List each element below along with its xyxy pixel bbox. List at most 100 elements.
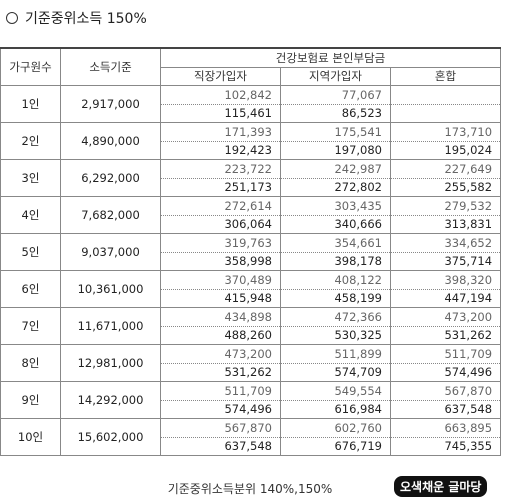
cell bbox=[389, 85, 502, 105]
cell: 9인 bbox=[0, 381, 61, 419]
cell: 313,831 bbox=[389, 215, 502, 234]
title: 기준중위소득 150% bbox=[6, 8, 147, 28]
cell: 272,802 bbox=[280, 178, 391, 197]
cell: 7인 bbox=[0, 307, 61, 345]
cell: 3인 bbox=[0, 159, 61, 197]
cell: 223,722 bbox=[160, 159, 281, 179]
cell: 319,763 bbox=[160, 233, 281, 253]
cell: 511,709 bbox=[160, 381, 281, 401]
cell: 6인 bbox=[0, 270, 61, 308]
cell: 2,917,000 bbox=[60, 85, 161, 123]
cell: 11,671,000 bbox=[60, 307, 161, 345]
row: 5인 9,037,000 319,763 354,661 334,652 bbox=[0, 233, 502, 271]
cell: 175,541 bbox=[280, 122, 391, 142]
row: 1인 2,917,000 102,842 77,067 bbox=[0, 85, 502, 123]
table: 가구원수 소득기준 건강보험료 본인부담금 직장가입자 지역가입자 혼합 1인 2,917… bbox=[0, 47, 502, 456]
cell: 415,948 bbox=[160, 289, 281, 308]
cell: 102,842 bbox=[160, 85, 281, 105]
cell: 9,037,000 bbox=[60, 233, 161, 271]
cell: 10인 bbox=[0, 418, 61, 456]
row: 251,173 272,802 255,582 bbox=[1, 178, 502, 197]
cell: 10,361,000 bbox=[60, 270, 161, 308]
title-text: 기준중위소득 150% bbox=[25, 11, 147, 27]
cell: 745,355 bbox=[389, 437, 502, 456]
cell: 4,890,000 bbox=[60, 122, 161, 160]
cell: 306,064 bbox=[160, 215, 281, 234]
cell: 473,200 bbox=[389, 307, 502, 327]
cell: 86,523 bbox=[280, 104, 391, 123]
cell: 1인 bbox=[0, 85, 61, 123]
cell: 549,554 bbox=[280, 381, 391, 401]
cell: 115,461 bbox=[160, 104, 281, 123]
cell: 375,714 bbox=[389, 252, 502, 271]
row: 7인 11,671,000 434,898 472,366 473,200 bbox=[0, 307, 502, 345]
cell: 637,548 bbox=[160, 437, 281, 456]
row: 306,064 340,666 313,831 bbox=[1, 215, 502, 234]
cell: 511,899 bbox=[280, 344, 391, 364]
header: 소득기준 bbox=[60, 47, 161, 86]
cell: 242,987 bbox=[280, 159, 391, 179]
cell: 197,080 bbox=[280, 141, 391, 160]
header: 건강보험료 본인부담금 bbox=[159, 47, 502, 68]
cell: 434,898 bbox=[160, 307, 281, 327]
cell: 4인 bbox=[0, 196, 61, 234]
row: 574,496 616,984 637,548 bbox=[1, 400, 502, 419]
cell: 488,260 bbox=[160, 326, 281, 345]
cell: 227,649 bbox=[389, 159, 502, 179]
cell: 616,984 bbox=[280, 400, 391, 419]
cell: 473,200 bbox=[160, 344, 281, 364]
header: 혼합 bbox=[389, 67, 502, 86]
cell: 279,532 bbox=[389, 196, 502, 216]
cell: 5인 bbox=[0, 233, 61, 271]
header: 가구원수 bbox=[0, 47, 61, 86]
cell: 255,582 bbox=[389, 178, 502, 197]
cell: 676,719 bbox=[280, 437, 391, 456]
header: 지역가입자 bbox=[280, 67, 391, 86]
cell: 531,262 bbox=[160, 363, 281, 382]
row: 9인 14,292,000 511,709 549,554 567,870 bbox=[0, 381, 502, 419]
watermark: 오색채운 글마당 bbox=[394, 476, 488, 497]
cell: 251,173 bbox=[160, 178, 281, 197]
cell: 602,760 bbox=[280, 418, 391, 438]
cell: 447,194 bbox=[389, 289, 502, 308]
cell: 12,981,000 bbox=[60, 344, 161, 382]
cell: 574,709 bbox=[280, 363, 391, 382]
cell: 334,652 bbox=[389, 233, 502, 253]
cell: 663,895 bbox=[389, 418, 502, 438]
row: 358,998 398,178 375,714 bbox=[1, 252, 502, 271]
cell: 458,199 bbox=[280, 289, 391, 308]
row: 531,262 574,709 574,496 bbox=[1, 363, 502, 382]
cell: 398,320 bbox=[389, 270, 502, 290]
cell: 358,998 bbox=[160, 252, 281, 271]
cell: 7,682,000 bbox=[60, 196, 161, 234]
cell: 567,870 bbox=[389, 381, 502, 401]
cell: 303,435 bbox=[280, 196, 391, 216]
cell: 340,666 bbox=[280, 215, 391, 234]
cell: 171,393 bbox=[160, 122, 281, 142]
cell: 173,710 bbox=[389, 122, 502, 142]
row: 6인 10,361,000 370,489 408,122 398,320 bbox=[0, 270, 502, 308]
cell bbox=[389, 104, 502, 123]
cell: 192,423 bbox=[160, 141, 281, 160]
cell: 370,489 bbox=[160, 270, 281, 290]
header: 직장가입자 bbox=[160, 67, 281, 86]
cell: 574,496 bbox=[160, 400, 281, 419]
row: 637,548 676,719 745,355 bbox=[1, 437, 502, 456]
row: 8인 12,981,000 473,200 511,899 511,709 bbox=[0, 344, 502, 382]
row: 115,461 86,523 bbox=[1, 104, 502, 123]
row: 488,260 530,325 531,262 bbox=[1, 326, 502, 345]
cell: 77,067 bbox=[280, 85, 391, 105]
cell: 530,325 bbox=[280, 326, 391, 345]
cell: 272,614 bbox=[160, 196, 281, 216]
row: 3인 6,292,000 223,722 242,987 227,649 bbox=[0, 159, 502, 197]
cell: 14,292,000 bbox=[60, 381, 161, 419]
cell: 472,366 bbox=[280, 307, 391, 327]
cell: 354,661 bbox=[280, 233, 391, 253]
cell: 8인 bbox=[0, 344, 61, 382]
cell: 195,024 bbox=[389, 141, 502, 160]
cell: 567,870 bbox=[160, 418, 281, 438]
cell: 6,292,000 bbox=[60, 159, 161, 197]
cell: 637,548 bbox=[389, 400, 502, 419]
cell: 531,262 bbox=[389, 326, 502, 345]
